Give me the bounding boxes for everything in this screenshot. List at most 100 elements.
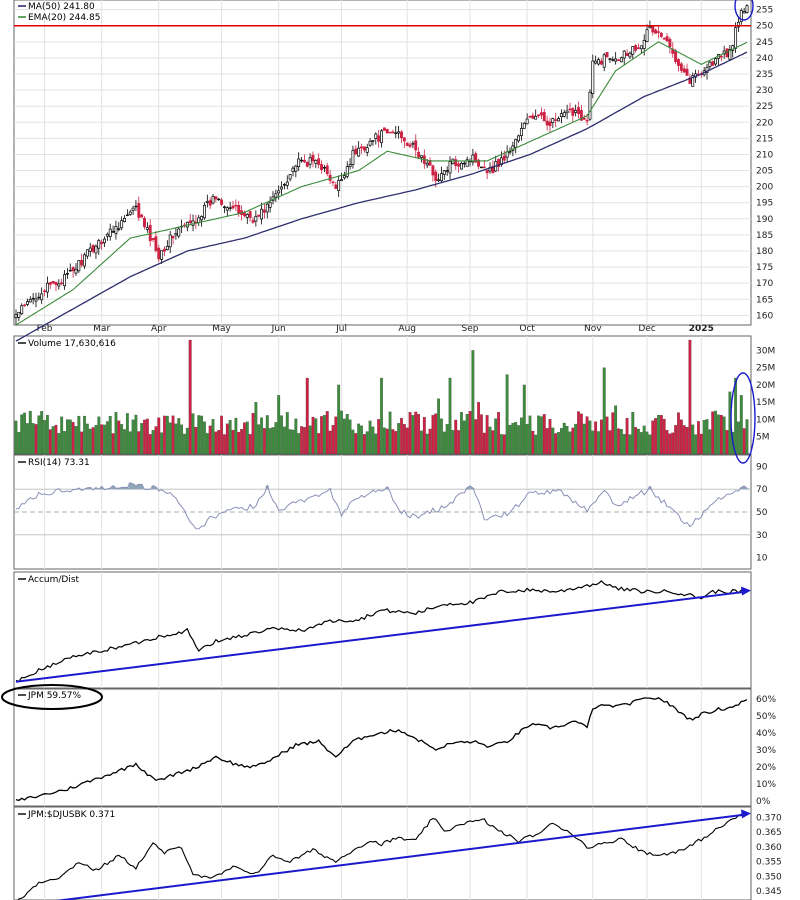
volume-bar — [631, 412, 635, 455]
month-tick-label: Sep — [462, 324, 479, 334]
volume-bar — [128, 431, 132, 455]
candle-body — [420, 155, 423, 158]
volume-bar — [508, 424, 512, 455]
volume-bar — [191, 413, 195, 455]
volume-bar — [65, 419, 69, 455]
candle-body — [117, 228, 121, 230]
performance-line — [15, 697, 748, 802]
volume-bar — [322, 415, 326, 455]
candle-body — [163, 248, 166, 252]
volume-bar — [405, 427, 409, 455]
candle-body — [94, 245, 98, 254]
candle-body — [485, 170, 489, 174]
candle-body — [157, 247, 161, 260]
candle-body — [151, 237, 155, 240]
volume-bar — [577, 411, 580, 455]
candle-body — [205, 200, 209, 203]
legend-label: MA(50) 241.80 — [28, 2, 95, 12]
volume-bar — [217, 430, 221, 455]
volume-bar — [437, 398, 441, 455]
candle-body — [60, 282, 64, 285]
candle-body — [268, 202, 272, 208]
volume-bar — [585, 416, 589, 455]
price-tick-label: 225 — [756, 102, 773, 112]
candle-body — [657, 31, 660, 33]
candle-body — [222, 206, 226, 209]
candle-body — [531, 115, 535, 119]
price-tick-label: 235 — [756, 70, 773, 80]
candle-body — [145, 227, 149, 230]
volume-bar — [114, 412, 118, 455]
candle-body — [537, 114, 541, 117]
candle-body — [639, 45, 643, 50]
candle-body — [454, 159, 458, 167]
price-tick-label: 175 — [756, 263, 773, 273]
candle-body — [736, 21, 740, 28]
volume-bar — [682, 425, 686, 455]
candle-body — [100, 241, 104, 245]
volume-bar — [168, 422, 172, 455]
volume-label: Volume 17,630,616 — [28, 339, 116, 349]
volume-bar — [268, 428, 272, 455]
volume-bar — [317, 433, 321, 455]
accum-dist-arrowhead — [741, 586, 751, 596]
volume-bar — [480, 414, 483, 455]
volume-bar — [165, 415, 169, 455]
volume-bar — [325, 411, 329, 455]
candle-body — [614, 58, 618, 62]
candle-body — [120, 220, 124, 229]
volume-bar — [702, 420, 706, 455]
candle-body — [448, 161, 452, 174]
volume-bar — [531, 430, 535, 455]
volume-bar — [111, 433, 115, 455]
candle-body — [277, 190, 281, 194]
volume-bar — [617, 428, 620, 455]
candle-body — [654, 29, 658, 34]
candle-body — [634, 45, 638, 51]
candle-body — [557, 118, 560, 122]
candle-body — [477, 159, 481, 167]
volume-bar — [200, 415, 204, 455]
volume-bar — [48, 429, 52, 455]
volume-bar — [245, 421, 249, 455]
volume-bar — [145, 418, 149, 455]
candle-body — [545, 120, 549, 126]
volume-bar — [351, 429, 355, 455]
volume-bar — [265, 415, 269, 455]
volume-bar — [57, 433, 61, 455]
volume-bar — [579, 413, 583, 455]
volume-bar — [514, 422, 518, 455]
volume-bar — [645, 431, 649, 455]
candle-body — [417, 151, 421, 158]
volume-bar — [608, 430, 612, 455]
volume-bar — [148, 434, 152, 455]
volume-bar — [294, 418, 298, 455]
legend-label: EMA(20) 244.85 — [28, 13, 100, 23]
volume-bar — [285, 412, 289, 455]
price-tick-label: 200 — [756, 183, 773, 193]
volume-bar — [634, 427, 638, 455]
candle-body — [368, 140, 372, 146]
candle-body — [525, 118, 529, 125]
ma50-line — [15, 51, 748, 342]
volume-bar — [234, 417, 238, 455]
candle-body — [220, 199, 224, 205]
volume-bar — [345, 414, 349, 455]
volume-bar — [51, 426, 55, 455]
month-tick-label: Mar — [93, 324, 110, 334]
candle-body — [739, 10, 743, 22]
volume-bar — [554, 433, 558, 455]
candle-body — [77, 260, 81, 272]
candle-body — [111, 230, 115, 233]
candle-body — [123, 217, 126, 222]
rsi-tick-label: 70 — [756, 485, 768, 495]
volume-bar — [260, 417, 263, 455]
volume-bar — [417, 414, 421, 455]
volume-bar — [14, 420, 18, 455]
panel-rs — [13, 806, 752, 900]
candle-body — [662, 38, 666, 40]
volume-bar — [288, 429, 292, 455]
candle-body — [340, 179, 343, 182]
candle-body — [539, 112, 543, 116]
volume-bar — [188, 339, 192, 455]
